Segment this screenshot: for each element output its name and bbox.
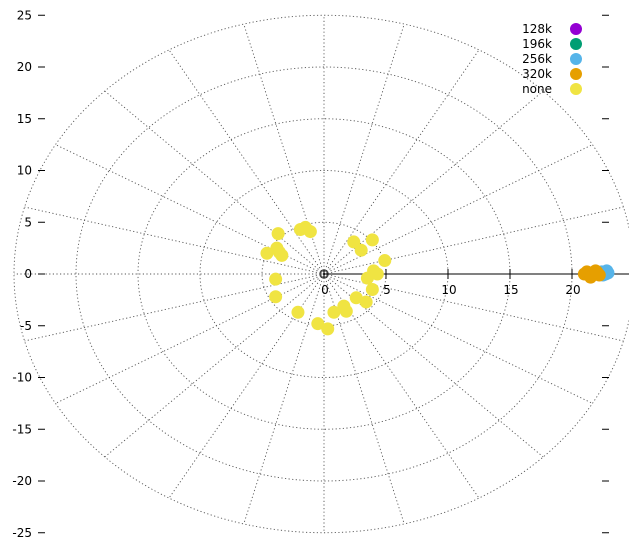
legend-marker bbox=[570, 23, 582, 35]
data-point-none bbox=[327, 305, 341, 319]
grid-spoke bbox=[104, 273, 325, 458]
data-point-none bbox=[365, 283, 379, 297]
grid-spoke bbox=[323, 273, 593, 404]
legend-marker bbox=[570, 68, 582, 80]
data-point-none bbox=[365, 233, 379, 247]
grid-spoke bbox=[323, 206, 624, 275]
grid-spoke bbox=[24, 206, 325, 275]
grid-spoke bbox=[323, 273, 480, 499]
legend-label: 320k bbox=[522, 67, 552, 81]
data-point-none bbox=[354, 243, 368, 257]
grid-spoke bbox=[323, 23, 405, 275]
data-point-none bbox=[321, 322, 335, 336]
grid-spoke bbox=[323, 49, 480, 275]
y-tick-label: 0 bbox=[24, 267, 32, 281]
legend-label: none bbox=[522, 82, 552, 96]
x-tick-label: 20 bbox=[565, 283, 580, 297]
data-point-none bbox=[260, 246, 274, 260]
x-tick-label: 0 bbox=[321, 283, 329, 297]
grid-spoke bbox=[168, 273, 325, 499]
data-point-none bbox=[291, 305, 305, 319]
data-point-none bbox=[378, 254, 392, 268]
legend-marker bbox=[570, 38, 582, 50]
data-points bbox=[260, 220, 615, 336]
x-tick-label: 15 bbox=[503, 283, 518, 297]
data-point-320k bbox=[589, 264, 603, 278]
data-point-none bbox=[337, 299, 351, 313]
y-tick-label: 25 bbox=[17, 8, 32, 22]
legend-marker bbox=[570, 83, 582, 95]
grid-spoke bbox=[55, 273, 325, 404]
y-tick-label: -25 bbox=[12, 526, 32, 540]
legend-label: 196k bbox=[522, 37, 552, 51]
data-point-none bbox=[303, 225, 317, 239]
data-point-none bbox=[360, 271, 374, 285]
data-point-none bbox=[359, 295, 373, 309]
grid-spoke bbox=[104, 90, 325, 275]
data-point-none bbox=[370, 267, 384, 281]
data-point-none bbox=[349, 291, 363, 305]
y-tick-label: 5 bbox=[24, 215, 32, 229]
data-point-none bbox=[269, 290, 283, 304]
y-tick-label: -10 bbox=[12, 371, 32, 385]
x-tick-label: 10 bbox=[441, 283, 456, 297]
data-point-none bbox=[347, 235, 361, 249]
legend-marker bbox=[570, 53, 582, 65]
grid-spoke bbox=[323, 90, 544, 275]
axes: 0 5 10 15 20 25 20 15 10 5 0 -5 -10 -15 -20 -25 bbox=[12, 8, 629, 540]
grid-ring bbox=[13, 14, 629, 534]
y-tick-label: 10 bbox=[17, 164, 32, 178]
data-point-none bbox=[271, 227, 285, 241]
x-tick-label: 5 bbox=[383, 283, 391, 297]
y-tick-label: -20 bbox=[12, 474, 32, 488]
y-tick-label: -5 bbox=[20, 319, 32, 333]
legend-label: 128k bbox=[522, 22, 552, 36]
data-point-none bbox=[293, 222, 307, 236]
data-point-none bbox=[311, 317, 325, 331]
grid-spoke bbox=[168, 49, 325, 275]
grid-spoke bbox=[243, 273, 325, 525]
y-tick-label: 20 bbox=[17, 60, 32, 74]
data-point-none bbox=[272, 245, 286, 259]
legend-label: 256k bbox=[522, 52, 552, 66]
data-point-none bbox=[269, 272, 283, 286]
y-tick-label: 15 bbox=[17, 112, 32, 126]
y-tick-label: -15 bbox=[12, 422, 32, 436]
